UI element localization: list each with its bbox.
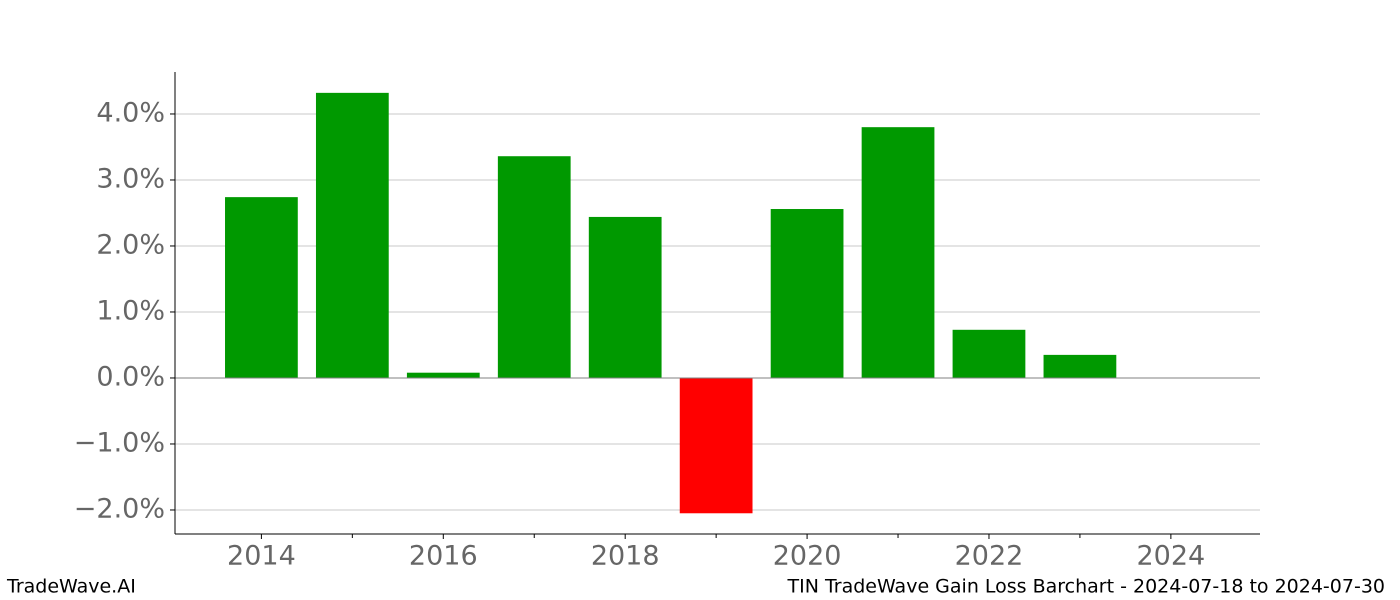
bar: [679, 377, 753, 514]
y-tick-label: 0.0%: [96, 361, 165, 392]
y-tick-label: 4.0%: [96, 97, 165, 128]
bar: [770, 209, 844, 378]
x-tick-label: 2018: [591, 541, 660, 572]
x-tick-label: 2024: [1137, 541, 1206, 572]
bar: [225, 197, 298, 378]
footer-right: TIN TradeWave Gain Loss Barchart - 2024-…: [787, 576, 1386, 598]
bar: [952, 329, 1026, 378]
bar: [315, 92, 389, 378]
bar: [588, 216, 662, 378]
footer-left: TradeWave.AI: [6, 576, 136, 598]
bar: [1043, 354, 1117, 378]
x-tick-label: 2016: [409, 541, 478, 572]
y-tick-label: 3.0%: [96, 163, 165, 194]
y-tick-label: −1.0%: [74, 427, 165, 458]
bar: [861, 127, 935, 378]
bar: [497, 156, 571, 378]
x-tick-label: 2014: [227, 541, 296, 572]
y-tick-label: 2.0%: [96, 229, 165, 260]
bar: [406, 372, 480, 378]
y-tick-label: 1.0%: [96, 295, 165, 326]
x-tick-label: 2022: [955, 541, 1024, 572]
y-tick-label: −2.0%: [74, 493, 165, 524]
x-tick-label: 2020: [773, 541, 842, 572]
